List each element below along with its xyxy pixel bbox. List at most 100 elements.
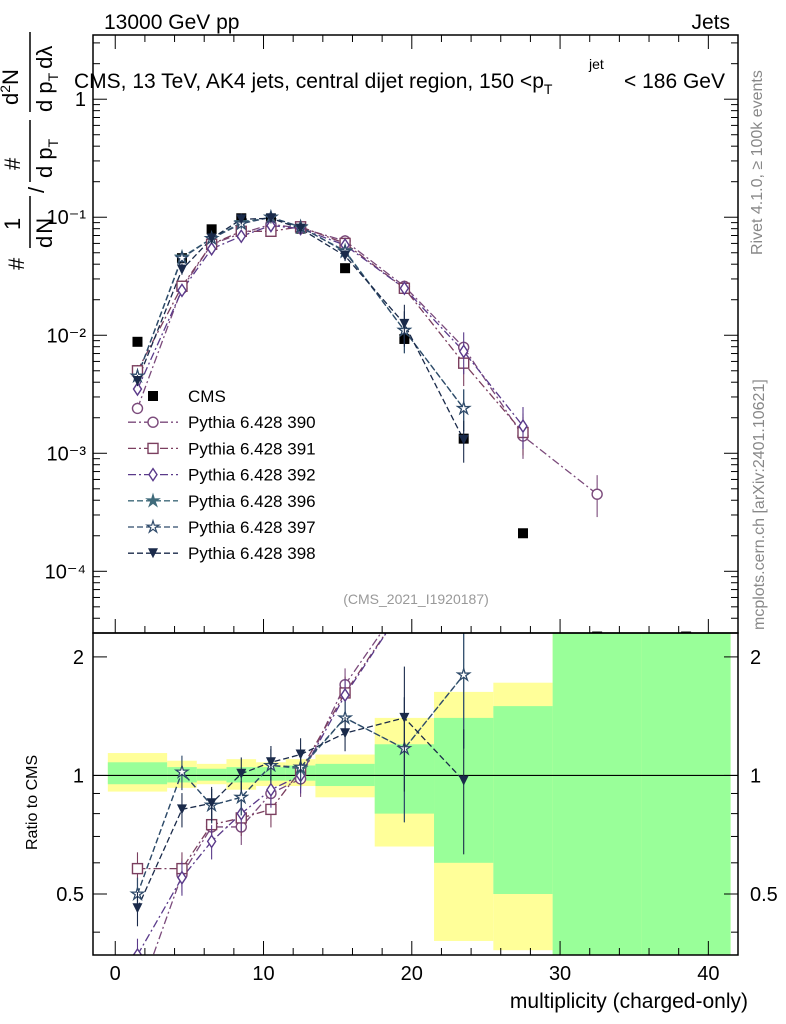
ratio-point-6 bbox=[340, 728, 351, 739]
series-point-6 bbox=[265, 213, 276, 224]
ratio-tick-2: 2 bbox=[73, 647, 84, 669]
x-tick-20: 20 bbox=[401, 963, 423, 985]
ratio-tick-right-1: 1 bbox=[750, 765, 761, 787]
series-point-6 bbox=[295, 223, 306, 234]
ratio-point-2 bbox=[459, 517, 469, 527]
legend-label: Pythia 6.428 392 bbox=[188, 466, 316, 485]
svg-text:1: 1 bbox=[0, 218, 25, 230]
uncertainty-band-green bbox=[641, 633, 731, 955]
series-point-3 bbox=[399, 281, 410, 296]
top-y-axis-label: # 1 dN / # d pT d2N d pTdλ bbox=[0, 32, 61, 270]
ratio-plot-frame bbox=[92, 632, 739, 956]
series-point-3 bbox=[236, 228, 247, 244]
cms-data-point bbox=[518, 528, 528, 539]
ratio-point-3 bbox=[266, 782, 276, 797]
svg-text:d2N: d2N bbox=[0, 69, 23, 105]
cms-data-point bbox=[206, 224, 217, 235]
ratio-point-1 bbox=[459, 467, 469, 477]
series-point-1 bbox=[131, 402, 144, 415]
series-point-5 bbox=[455, 399, 472, 416]
ratio-point-3 bbox=[132, 947, 143, 955]
series-point-6 bbox=[458, 434, 469, 445]
ratio-line-2 bbox=[137, 633, 387, 870]
x-tick-10: 10 bbox=[252, 963, 274, 985]
series-point-5 bbox=[174, 249, 190, 265]
svg-text:d pTdλ: d pTdλ bbox=[32, 46, 61, 112]
ratio-point-5 bbox=[233, 788, 250, 805]
ratio-point-2 bbox=[131, 862, 144, 875]
series-point-3 bbox=[206, 241, 217, 257]
legend-marker bbox=[147, 416, 159, 428]
series-point-6 bbox=[236, 214, 247, 225]
series-point-6 bbox=[340, 250, 351, 261]
svg-text:CMS, 13 TeV, AK4 jets, central: CMS, 13 TeV, AK4 jets, central dijet reg… bbox=[74, 70, 553, 97]
series-line-3 bbox=[136, 224, 524, 427]
svg-text:/: / bbox=[24, 186, 49, 193]
ratio-point-6 bbox=[399, 712, 410, 723]
legend-label: CMS bbox=[188, 387, 226, 406]
ratio-point-6 bbox=[265, 757, 276, 768]
y-tick-1e-2: 10⁻² bbox=[47, 325, 87, 347]
beam-label: 13000 GeV pp bbox=[104, 11, 239, 34]
ratio-point-3 bbox=[206, 834, 217, 849]
legend: CMS Pythia 6.428 390 Pythia 6.428 391 Pythi… bbox=[128, 387, 316, 563]
ratio-point-6 bbox=[236, 768, 247, 779]
x-axis-label: multiplicity (charged-only) bbox=[510, 990, 748, 1013]
ratio-point-6 bbox=[132, 903, 143, 914]
ratio-tick-0.5: 0.5 bbox=[56, 884, 84, 906]
ratio-point-3 bbox=[340, 687, 350, 703]
series-point-1 bbox=[591, 488, 603, 500]
ratio-point-1 bbox=[132, 994, 142, 1004]
legend-label: Pythia 6.428 396 bbox=[188, 492, 316, 511]
series-point-3 bbox=[266, 218, 276, 233]
series-point-6 bbox=[132, 375, 143, 386]
cms-data-point bbox=[132, 336, 143, 347]
series-point-3 bbox=[518, 418, 528, 434]
y-tick-1: 1 bbox=[75, 89, 86, 111]
top-y-tick-labels: 10⁻⁴ 10⁻³ 10⁻² 10⁻¹ 1 bbox=[45, 89, 87, 583]
x-tick-labels: 0 10 20 30 40 bbox=[110, 963, 720, 985]
mcplots-label: mcplots.cern.ch [arXiv:2401.10621] bbox=[751, 379, 768, 630]
uncertainty-band-green bbox=[196, 768, 227, 781]
cms-data-point bbox=[340, 263, 351, 274]
series-point-3 bbox=[458, 344, 469, 359]
legend-marker bbox=[148, 467, 158, 482]
svg-text:#: # bbox=[0, 157, 25, 170]
series-line-5 bbox=[136, 216, 465, 409]
title-end: < 186 GeV bbox=[624, 70, 725, 93]
series-point-6 bbox=[206, 233, 217, 244]
ratio-tick-1: 1 bbox=[73, 765, 84, 787]
legend-marker bbox=[147, 442, 159, 455]
series-line-6 bbox=[136, 217, 465, 441]
x-tick-30: 30 bbox=[549, 963, 571, 985]
ratio-point-3 bbox=[177, 870, 187, 885]
legend-marker bbox=[148, 391, 158, 401]
svg-text:d pT: d pT bbox=[32, 138, 61, 178]
x-tick-0: 0 bbox=[110, 963, 121, 985]
legend-label: Pythia 6.428 390 bbox=[188, 413, 316, 432]
svg-text:dN: dN bbox=[32, 218, 57, 248]
series-point-3 bbox=[132, 381, 143, 397]
ratio-point-6 bbox=[458, 775, 469, 786]
uncertainty-band-green bbox=[493, 706, 553, 894]
plot-title: CMS, 13 TeV, AK4 jets, central dijet reg… bbox=[74, 56, 725, 97]
legend-label: Pythia 6.428 397 bbox=[188, 518, 316, 537]
ratio-point-6 bbox=[176, 804, 187, 815]
y-tick-1e-4: 10⁻⁴ bbox=[45, 561, 86, 583]
ratio-line-3 bbox=[136, 633, 387, 955]
series-line-4 bbox=[136, 216, 465, 409]
ratio-axis-label: Ratio to CMS bbox=[24, 755, 41, 850]
observable-label: Jets bbox=[691, 11, 730, 34]
legend-label: Pythia 6.428 391 bbox=[188, 439, 316, 458]
ratio-tick-right-0.5: 0.5 bbox=[750, 884, 778, 906]
uncertainty-band-green bbox=[552, 633, 642, 955]
y-tick-1e-3: 10⁻³ bbox=[47, 443, 87, 465]
legend-marker bbox=[145, 492, 161, 508]
series-point-6 bbox=[399, 318, 410, 329]
y-tick-1e-1: 10⁻¹ bbox=[47, 207, 87, 229]
ratio-point-6 bbox=[206, 798, 217, 809]
ratio-point-5 bbox=[455, 666, 472, 682]
series-point-3 bbox=[177, 283, 187, 298]
legend-marker bbox=[145, 518, 161, 534]
